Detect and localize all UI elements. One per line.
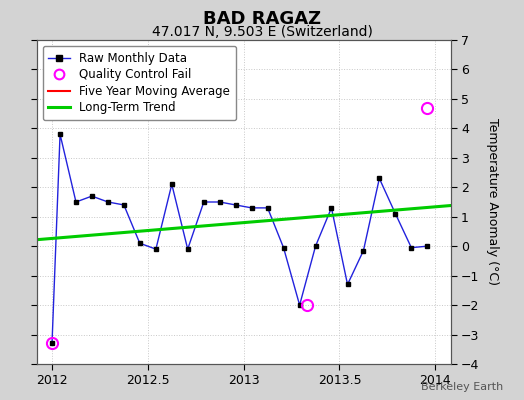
Text: 47.017 N, 9.503 E (Switzerland): 47.017 N, 9.503 E (Switzerland) [151,25,373,39]
Text: BAD RAGAZ: BAD RAGAZ [203,10,321,28]
Text: Berkeley Earth: Berkeley Earth [421,382,503,392]
Y-axis label: Temperature Anomaly (°C): Temperature Anomaly (°C) [486,118,499,286]
Legend: Raw Monthly Data, Quality Control Fail, Five Year Moving Average, Long-Term Tren: Raw Monthly Data, Quality Control Fail, … [42,46,236,120]
